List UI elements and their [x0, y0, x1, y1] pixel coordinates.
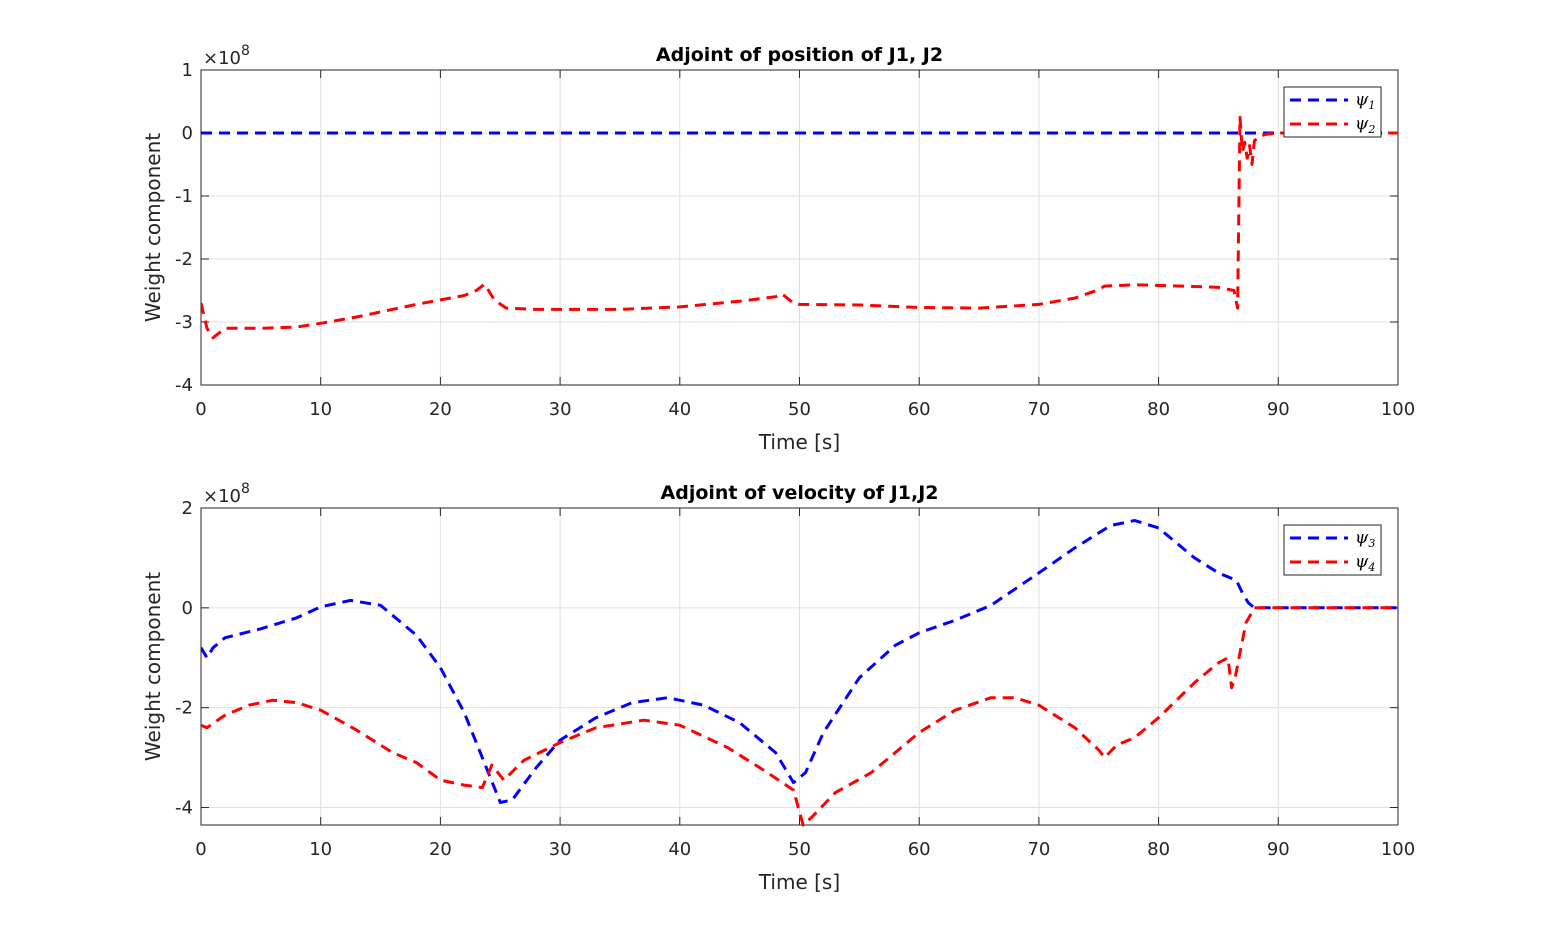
legend-entry-base: ψ: [1355, 528, 1369, 548]
legend-entry-base: ψ: [1355, 552, 1369, 572]
series-line-ψ4: [201, 606, 1398, 827]
x-tick-label: 20: [429, 839, 452, 860]
x-tick-label: 70: [1027, 839, 1050, 860]
series-line-ψ3: [201, 519, 1398, 804]
series-line-ψ2: [201, 115, 1398, 340]
x-tick-label: 50: [788, 839, 811, 860]
legend-entry-subscript: 1: [1368, 99, 1375, 112]
x-tick-label: 30: [549, 839, 572, 860]
y-axis-label: Weight component: [141, 133, 165, 322]
x-tick-label: 10: [309, 839, 332, 860]
x-tick-label: 80: [1147, 399, 1170, 420]
y-tick-label: -3: [175, 312, 193, 333]
x-tick-label: 80: [1147, 839, 1170, 860]
legend-entry: ψ1: [1355, 90, 1375, 112]
x-tick-label: 0: [195, 399, 206, 420]
x-tick-label: 70: [1027, 399, 1050, 420]
y-tick-label: 0: [182, 123, 193, 144]
y-exponent-label: ×108: [203, 43, 250, 69]
x-tick-label: 30: [549, 399, 572, 420]
y-tick-label: -2: [175, 698, 193, 719]
x-axis-label: Time [s]: [758, 870, 840, 894]
x-tick-label: 0: [195, 839, 206, 860]
legend-entry: ψ4: [1355, 552, 1375, 574]
legend-entry: ψ2: [1355, 114, 1375, 136]
x-tick-label: 100: [1381, 839, 1415, 860]
legend-box: [1283, 86, 1382, 138]
y-tick-label: -1: [175, 186, 193, 207]
x-tick-label: 10: [309, 399, 332, 420]
legend-entry-subscript: 2: [1367, 123, 1375, 136]
x-tick-label: 60: [908, 399, 931, 420]
y-tick-label: 1: [182, 60, 193, 81]
x-tick-label: 100: [1381, 399, 1415, 420]
y-exponent-power: 8: [241, 43, 250, 59]
chart-title: Adjoint of position of J1, J2: [656, 44, 943, 66]
x-tick-label: 40: [668, 839, 691, 860]
y-exponent-power: 8: [241, 481, 250, 497]
x-tick-label: 90: [1267, 839, 1290, 860]
legend-entry-subscript: 3: [1368, 537, 1375, 550]
x-tick-label: 60: [908, 839, 931, 860]
y-exponent-label: ×108: [203, 481, 250, 507]
y-tick-label: -2: [175, 249, 193, 270]
x-tick-label: 40: [668, 399, 691, 420]
y-tick-label: 0: [182, 598, 193, 619]
y-axis-label: Weight component: [141, 572, 165, 761]
y-exponent-base: ×10: [203, 486, 241, 507]
x-axis-label: Time [s]: [758, 430, 840, 454]
legend-box: [1283, 524, 1382, 576]
legend-entry-base: ψ: [1355, 114, 1369, 134]
y-tick-label: -4: [175, 375, 193, 396]
y-tick-label: -4: [175, 798, 193, 819]
x-tick-label: 90: [1267, 399, 1290, 420]
y-exponent-base: ×10: [203, 48, 241, 69]
x-tick-label: 50: [788, 399, 811, 420]
y-tick-label: 2: [182, 498, 193, 519]
legend-entry: ψ3: [1355, 528, 1375, 550]
x-tick-label: 20: [429, 399, 452, 420]
chart-title: Adjoint of velocity of J1,J2: [661, 482, 939, 504]
legend-entry-base: ψ: [1355, 90, 1369, 110]
legend-entry-subscript: 4: [1367, 561, 1375, 574]
